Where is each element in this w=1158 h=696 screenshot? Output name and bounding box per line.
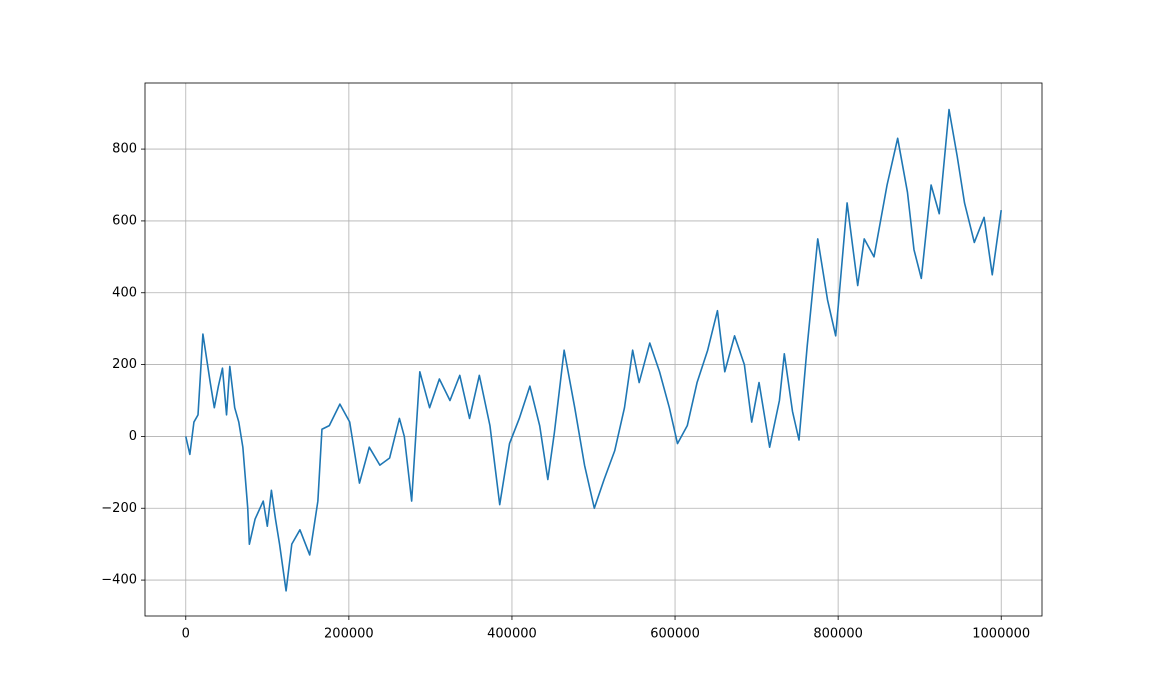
x-tick-label: 0 xyxy=(182,627,190,642)
y-tick-label: −400 xyxy=(101,573,137,588)
plot-frame xyxy=(144,82,1043,617)
y-tick-label: 200 xyxy=(112,357,137,372)
x-tick-label: 600000 xyxy=(650,627,700,642)
x-tick-label: 200000 xyxy=(324,627,374,642)
x-tick-label: 400000 xyxy=(487,627,537,642)
data-line xyxy=(184,108,1003,592)
y-tick-label: −200 xyxy=(101,501,137,516)
y-tick-label: 600 xyxy=(112,213,137,228)
x-tick-label: 1000000 xyxy=(972,627,1030,642)
y-tick-label: 800 xyxy=(112,142,137,157)
x-tick-label: 800000 xyxy=(813,627,863,642)
y-tick-label: 400 xyxy=(112,285,137,300)
y-tick-label: 0 xyxy=(129,429,137,444)
